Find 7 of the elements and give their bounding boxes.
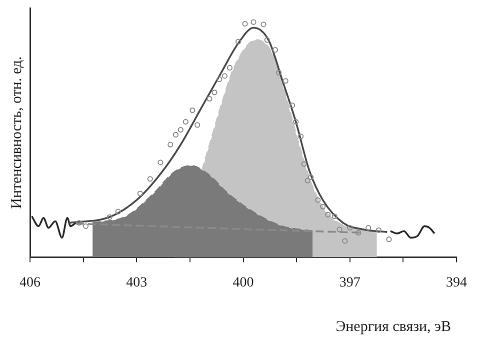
x-tick-label: 403 xyxy=(126,275,148,290)
x-tick-label: 400 xyxy=(232,275,254,290)
x-axis-title: Энергия связи, эВ xyxy=(336,319,451,335)
x-tick-label: 406 xyxy=(20,275,40,290)
y-axis-title: Интенсивность, отн. ед. xyxy=(8,56,25,209)
x-tick-label: 394 xyxy=(446,275,467,290)
x-tick-label: 397 xyxy=(339,275,360,290)
